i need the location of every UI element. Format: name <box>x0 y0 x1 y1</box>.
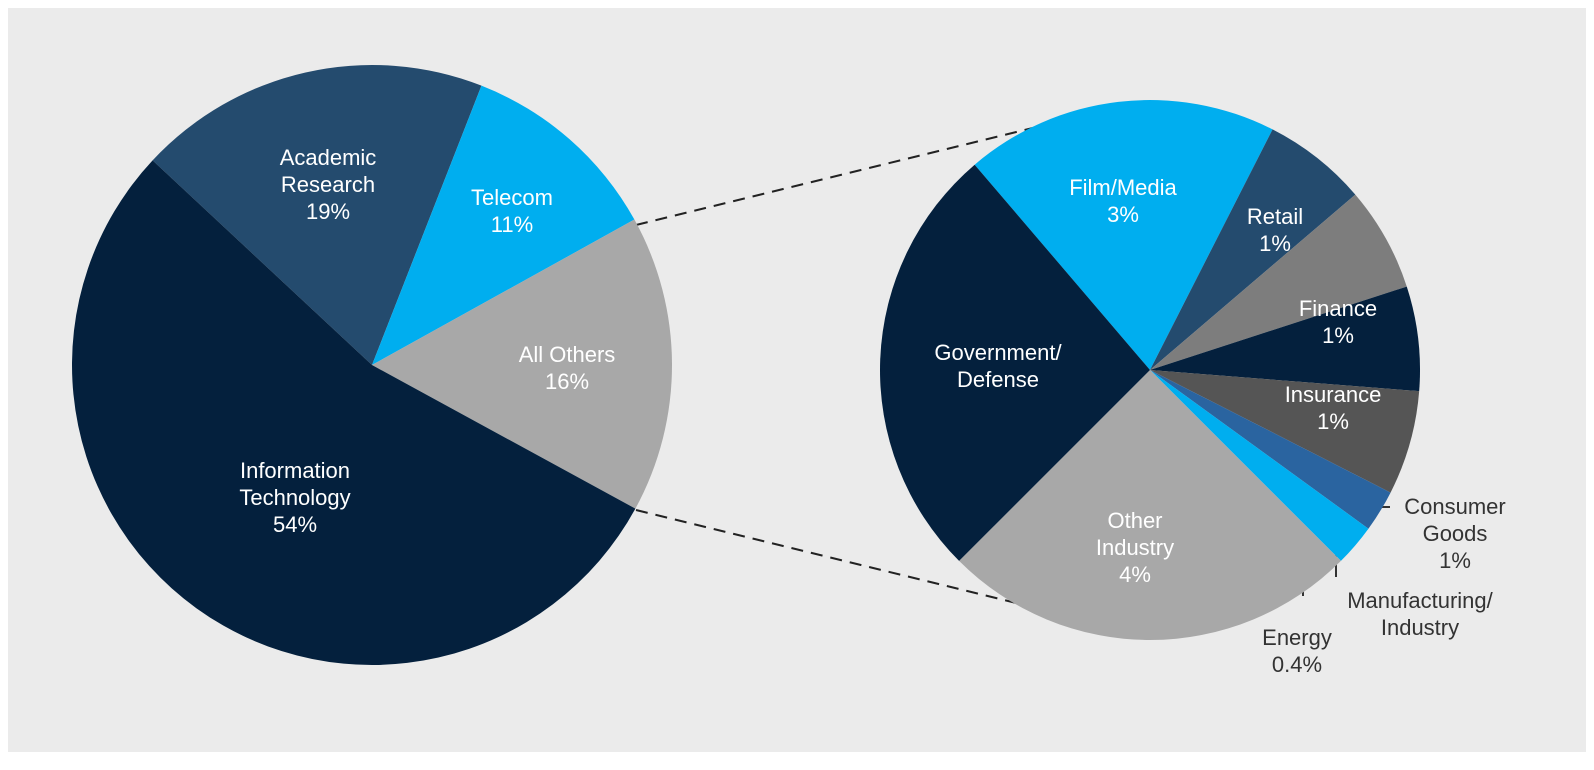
label-line: Defense <box>957 367 1039 392</box>
value-label: 1% <box>1317 409 1349 434</box>
pie-slice <box>152 65 482 366</box>
slice-label: Insurance <box>1285 382 1382 407</box>
slice-label: Manufacturing/Industry <box>1347 588 1493 640</box>
slice-label: Academic Research <box>280 145 377 197</box>
slice-label: Consumer Goods <box>1404 494 1505 546</box>
label-line: Goods <box>1423 521 1488 546</box>
value-label: 0.4% <box>1272 652 1322 677</box>
pie-slice <box>959 370 1341 640</box>
label-line: Energy <box>1262 625 1332 650</box>
label-line: Other <box>1107 508 1162 533</box>
label-line: Government/ <box>934 340 1062 365</box>
pie-slice <box>1150 370 1369 561</box>
value-label: 1% <box>1322 323 1354 348</box>
connector <box>635 124 1046 226</box>
label-line: Film/Media <box>1069 175 1177 200</box>
slice-label: Information Technology <box>239 458 350 510</box>
label-line: Consumer <box>1404 494 1505 519</box>
pie-slice <box>974 100 1273 371</box>
connector <box>635 509 1046 611</box>
value-label: 4% <box>1119 562 1151 587</box>
slice-label: Film/Media <box>1069 175 1177 200</box>
value-label: 1% <box>1439 548 1471 573</box>
pie-slice <box>1150 286 1420 392</box>
label-line: All Others <box>519 342 616 367</box>
pie-slice <box>1150 370 1391 529</box>
label-line: Industry <box>1381 615 1459 640</box>
value-label: 54% <box>273 512 317 537</box>
pie-slice <box>372 85 635 365</box>
pie-slice <box>880 164 1150 561</box>
label-line: Retail <box>1247 204 1303 229</box>
label-line: Technology <box>239 485 350 510</box>
pie-slice <box>1150 129 1356 370</box>
value-label: 3% <box>1107 202 1139 227</box>
label-line: Industry <box>1096 535 1174 560</box>
slice-label: Other Industry <box>1096 508 1174 560</box>
label-line: Academic <box>280 145 377 170</box>
slice-label: Energy <box>1262 625 1332 650</box>
label-line: Manufacturing/ <box>1347 588 1493 613</box>
slice-label: All Others <box>519 342 616 367</box>
pie-slice <box>372 219 672 509</box>
slice-label: Government/Defense <box>934 340 1062 392</box>
label-line: Finance <box>1299 296 1377 321</box>
pie-slice <box>72 160 636 665</box>
label-line: Research <box>281 172 375 197</box>
slice-label: Finance <box>1299 296 1377 321</box>
slice-label: Retail <box>1247 204 1303 229</box>
value-label: 19% <box>306 199 350 224</box>
label-line: Insurance <box>1285 382 1382 407</box>
value-label: 11% <box>491 212 533 237</box>
pie-slice <box>1150 194 1407 370</box>
pie-slice <box>1150 370 1420 493</box>
label-line: Telecom <box>471 185 553 210</box>
slice-label: Telecom <box>471 185 553 210</box>
label-line: Information <box>240 458 350 483</box>
value-label: 16% <box>545 369 589 394</box>
value-label: 1% <box>1259 231 1291 256</box>
